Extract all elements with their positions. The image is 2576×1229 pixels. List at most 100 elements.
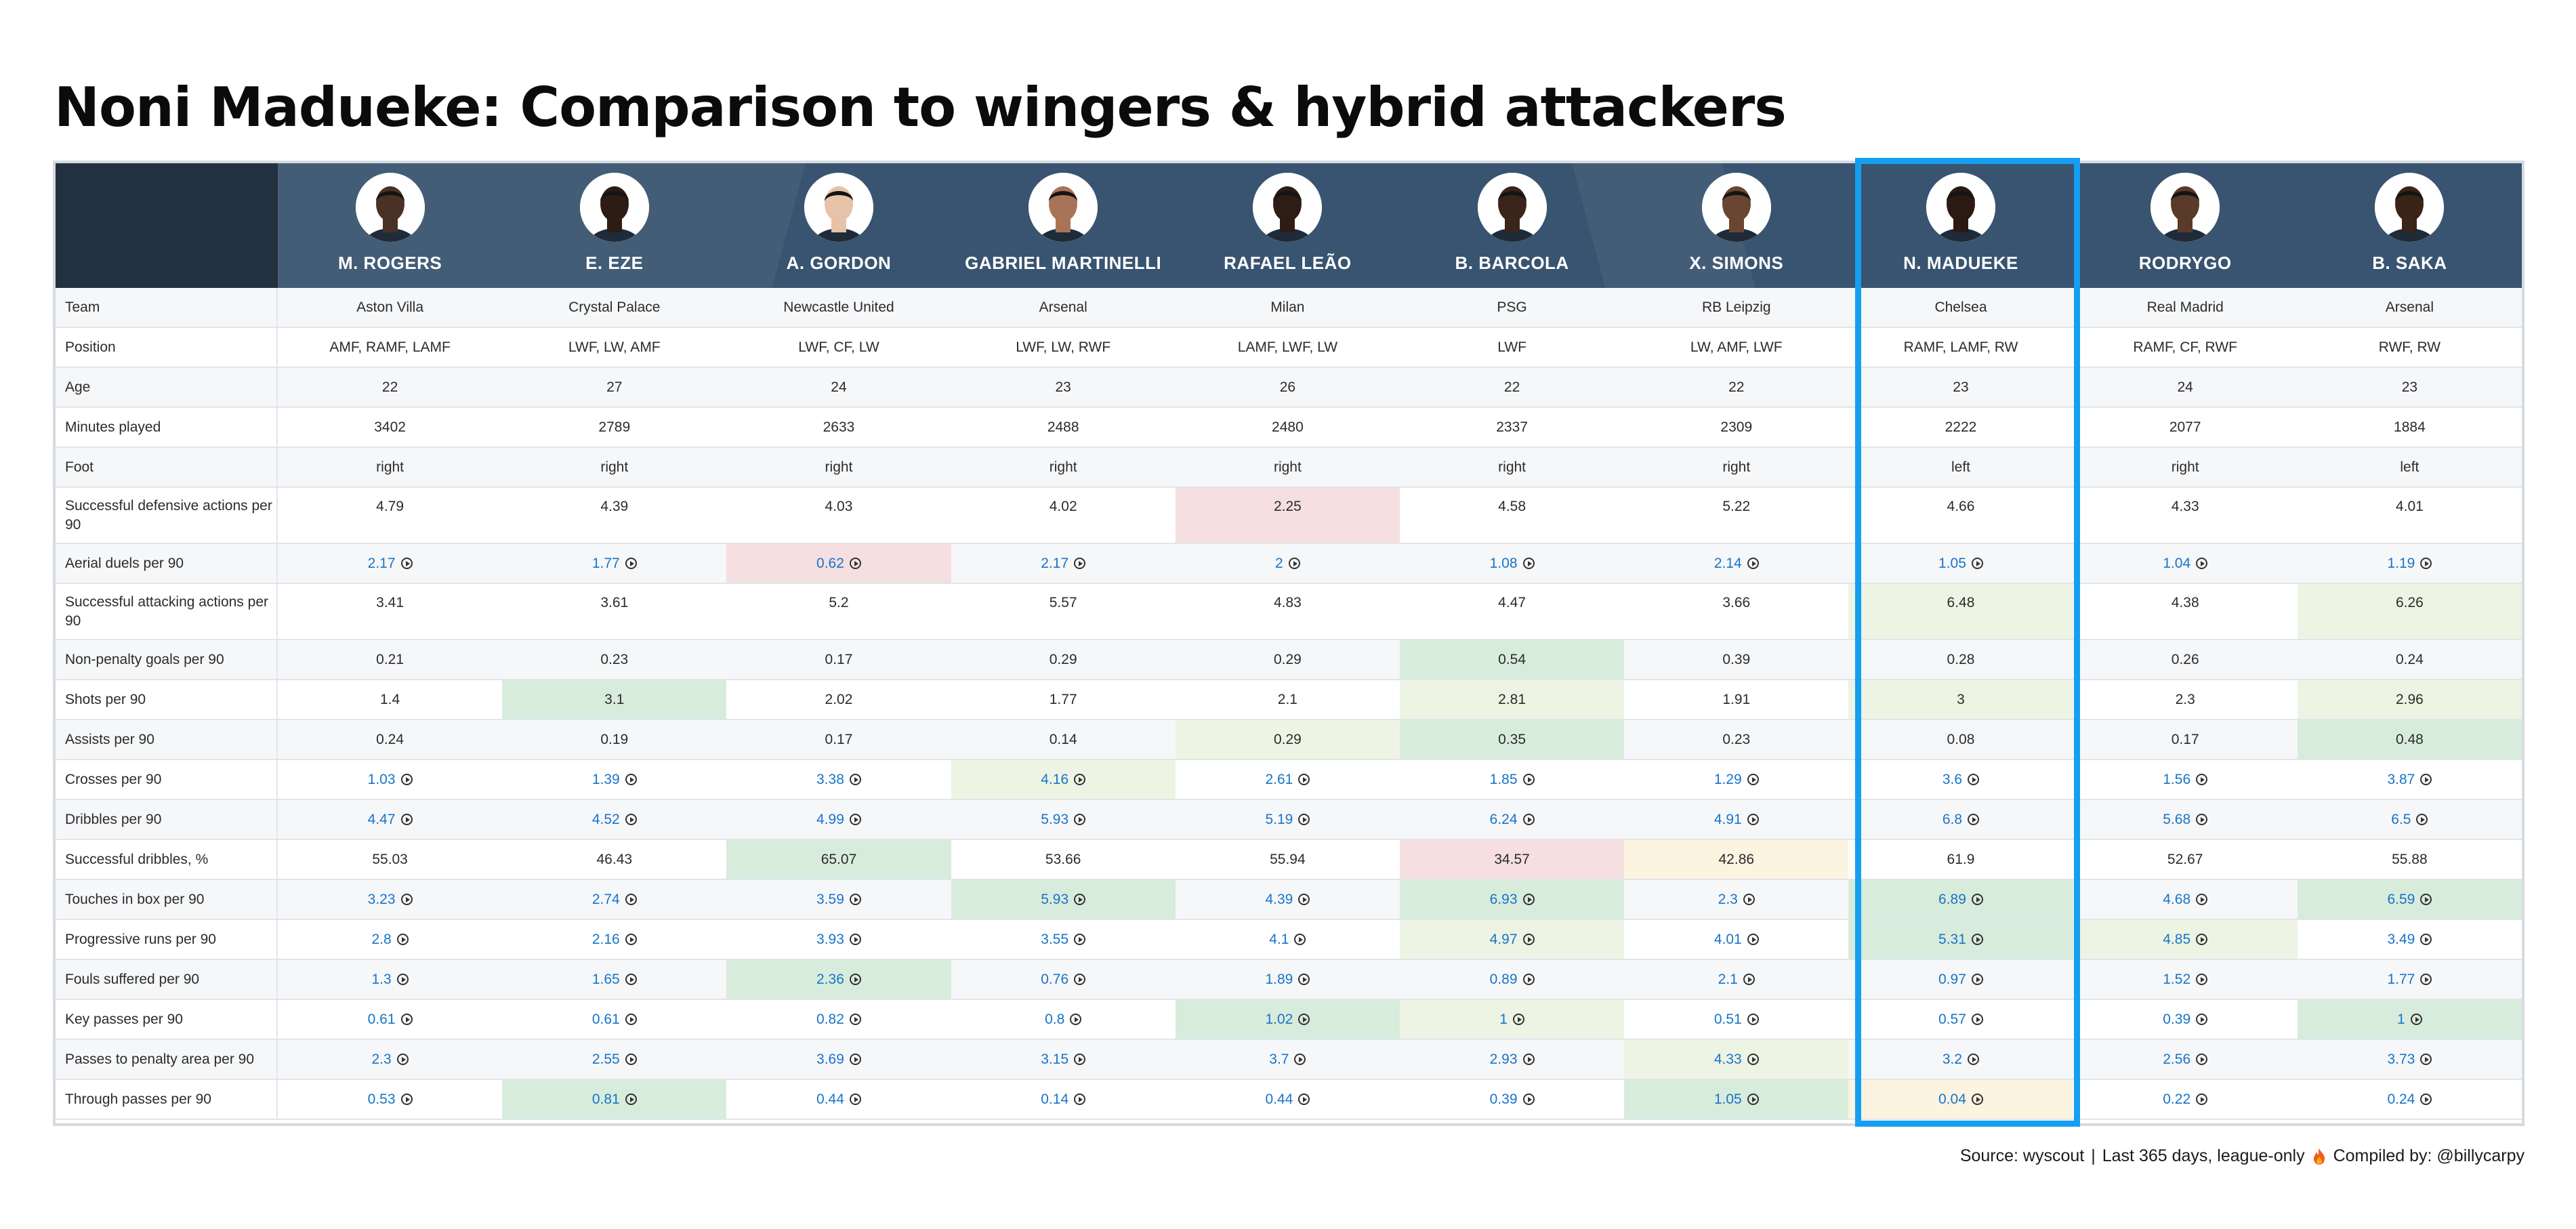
- stat-link-cell[interactable]: 1.77: [502, 544, 726, 583]
- stat-link-cell[interactable]: 3.38: [726, 760, 951, 799]
- stat-link-cell[interactable]: 1.39: [502, 760, 726, 799]
- play-video-icon[interactable]: [1074, 974, 1086, 985]
- play-video-icon[interactable]: [1298, 1014, 1310, 1025]
- play-video-icon[interactable]: [1522, 974, 1535, 985]
- play-video-icon[interactable]: [400, 894, 413, 905]
- play-video-icon[interactable]: [1074, 894, 1086, 905]
- play-video-icon[interactable]: [625, 558, 637, 569]
- stat-link-cell[interactable]: 4.01: [1624, 920, 1848, 959]
- play-video-icon[interactable]: [1968, 774, 1980, 785]
- play-video-icon[interactable]: [1294, 1054, 1306, 1065]
- stat-link-cell[interactable]: 2.74: [502, 880, 726, 919]
- play-video-icon[interactable]: [1747, 1014, 1759, 1025]
- stat-link-cell[interactable]: 2.3: [1624, 880, 1848, 919]
- play-video-icon[interactable]: [1747, 1093, 1759, 1105]
- play-video-icon[interactable]: [1074, 1054, 1086, 1065]
- play-video-icon[interactable]: [400, 774, 413, 785]
- stat-link-cell[interactable]: 5.19: [1176, 800, 1400, 839]
- stat-link-cell[interactable]: 3.23: [278, 880, 502, 919]
- play-video-icon[interactable]: [1522, 814, 1535, 825]
- play-video-icon[interactable]: [1522, 934, 1535, 945]
- play-video-icon[interactable]: [2196, 774, 2208, 785]
- stat-link-cell[interactable]: 1.19: [2298, 544, 2522, 583]
- stat-link-cell[interactable]: 6.8: [1848, 800, 2073, 839]
- stat-link-cell[interactable]: 4.91: [1624, 800, 1848, 839]
- play-video-icon[interactable]: [1288, 558, 1300, 569]
- stat-link-cell[interactable]: 2: [1176, 544, 1400, 583]
- stat-link-cell[interactable]: 1: [2297, 1000, 2522, 1039]
- play-video-icon[interactable]: [1512, 1014, 1524, 1025]
- play-video-icon[interactable]: [2196, 1054, 2208, 1065]
- play-video-icon[interactable]: [1074, 1093, 1086, 1105]
- play-video-icon[interactable]: [1971, 894, 1983, 905]
- stat-link-cell[interactable]: 2.61: [1176, 760, 1400, 799]
- stat-link-cell[interactable]: 1.03: [278, 760, 502, 799]
- stat-link-cell[interactable]: 0.39: [1400, 1080, 1624, 1119]
- stat-link-cell[interactable]: 0.61: [278, 1000, 502, 1039]
- stat-link-cell[interactable]: 4.99: [726, 800, 951, 839]
- play-video-icon[interactable]: [849, 774, 861, 785]
- play-video-icon[interactable]: [396, 934, 409, 945]
- play-video-icon[interactable]: [849, 1054, 861, 1065]
- stat-link-cell[interactable]: 1.77: [2298, 960, 2522, 999]
- stat-link-cell[interactable]: 0.61: [502, 1000, 726, 1039]
- stat-link-cell[interactable]: 0.62: [726, 544, 951, 583]
- stat-link-cell[interactable]: 2.36: [726, 960, 951, 999]
- play-video-icon[interactable]: [396, 1054, 409, 1065]
- play-video-icon[interactable]: [2420, 934, 2432, 945]
- stat-link-cell[interactable]: 1.05: [1848, 544, 2073, 583]
- play-video-icon[interactable]: [2420, 1093, 2432, 1105]
- play-video-icon[interactable]: [1522, 1054, 1535, 1065]
- play-video-icon[interactable]: [1747, 558, 1759, 569]
- stat-link-cell[interactable]: 1.3: [278, 960, 502, 999]
- stat-link-cell[interactable]: 4.16: [951, 760, 1176, 799]
- stat-link-cell[interactable]: 1.02: [1175, 1000, 1400, 1039]
- stat-link-cell[interactable]: 1.89: [1176, 960, 1400, 999]
- play-video-icon[interactable]: [400, 1014, 413, 1025]
- play-video-icon[interactable]: [1294, 934, 1306, 945]
- stat-link-cell[interactable]: 5.68: [2073, 800, 2298, 839]
- stat-link-cell[interactable]: 0.22: [2073, 1080, 2298, 1119]
- play-video-icon[interactable]: [849, 814, 861, 825]
- stat-link-cell[interactable]: 1.04: [2073, 544, 2298, 583]
- play-video-icon[interactable]: [400, 558, 413, 569]
- stat-link-cell[interactable]: 3.59: [726, 880, 951, 919]
- stat-link-cell[interactable]: 4.1: [1176, 920, 1400, 959]
- play-video-icon[interactable]: [1298, 974, 1310, 985]
- play-video-icon[interactable]: [1747, 1054, 1759, 1065]
- stat-link-cell[interactable]: 3.55: [951, 920, 1176, 959]
- stat-link-cell[interactable]: 1.29: [1624, 760, 1848, 799]
- stat-link-cell[interactable]: 3.73: [2298, 1040, 2522, 1079]
- play-video-icon[interactable]: [1298, 774, 1310, 785]
- play-video-icon[interactable]: [625, 774, 637, 785]
- play-video-icon[interactable]: [849, 974, 861, 985]
- play-video-icon[interactable]: [1968, 1054, 1980, 1065]
- play-video-icon[interactable]: [2196, 894, 2208, 905]
- stat-link-cell[interactable]: 2.55: [502, 1040, 726, 1079]
- stat-link-cell[interactable]: 5.93: [951, 800, 1176, 839]
- stat-link-cell[interactable]: 2.8: [278, 920, 502, 959]
- play-video-icon[interactable]: [1298, 814, 1310, 825]
- play-video-icon[interactable]: [1971, 558, 1983, 569]
- stat-link-cell[interactable]: 0.76: [951, 960, 1176, 999]
- stat-link-cell[interactable]: 0.89: [1400, 960, 1624, 999]
- stat-link-cell[interactable]: 1.85: [1400, 760, 1624, 799]
- play-video-icon[interactable]: [400, 814, 413, 825]
- stat-link-cell[interactable]: 0.57: [1848, 1000, 2073, 1039]
- play-video-icon[interactable]: [1968, 814, 1980, 825]
- stat-link-cell[interactable]: 0.14: [951, 1080, 1176, 1119]
- play-video-icon[interactable]: [1298, 1093, 1310, 1105]
- play-video-icon[interactable]: [2420, 974, 2432, 985]
- stat-link-cell[interactable]: 3.7: [1176, 1040, 1400, 1079]
- stat-link-cell[interactable]: 2.17: [951, 544, 1176, 583]
- play-video-icon[interactable]: [625, 894, 637, 905]
- play-video-icon[interactable]: [1522, 774, 1535, 785]
- stat-link-cell[interactable]: 3.15: [951, 1040, 1176, 1079]
- stat-link-cell[interactable]: 4.68: [2073, 880, 2298, 919]
- stat-link-cell[interactable]: 5.93: [951, 880, 1176, 919]
- play-video-icon[interactable]: [1522, 894, 1535, 905]
- play-video-icon[interactable]: [2196, 814, 2208, 825]
- play-video-icon[interactable]: [849, 894, 861, 905]
- play-video-icon[interactable]: [1747, 774, 1759, 785]
- play-video-icon[interactable]: [1074, 814, 1086, 825]
